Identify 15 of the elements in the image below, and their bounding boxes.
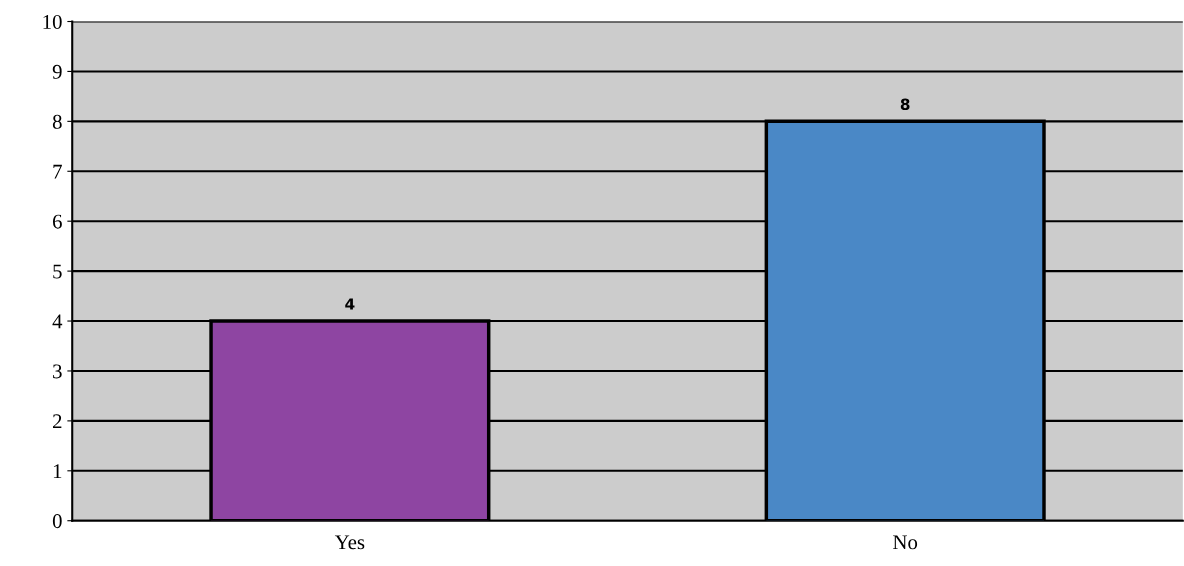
y-tick-label: 2 — [53, 414, 62, 429]
data-label: 4 — [345, 298, 355, 310]
x-tick-label: No — [893, 535, 918, 550]
y-tick-label: 3 — [53, 364, 62, 379]
y-tick-label: 6 — [52, 214, 62, 229]
x-tick-label: Yes — [334, 535, 365, 550]
y-tick-label: 8 — [52, 114, 62, 129]
y-tick-label: 0 — [52, 514, 62, 529]
data-label: 8 — [900, 98, 910, 111]
y-tick-label: 5 — [53, 264, 62, 279]
y-tick-label: 10 — [43, 14, 62, 29]
y-tick-label: 7 — [53, 164, 62, 179]
y-tick-label: 1 — [53, 464, 62, 479]
y-tick-label: 9 — [52, 64, 62, 79]
y-tick-label: 4 — [52, 314, 63, 329]
